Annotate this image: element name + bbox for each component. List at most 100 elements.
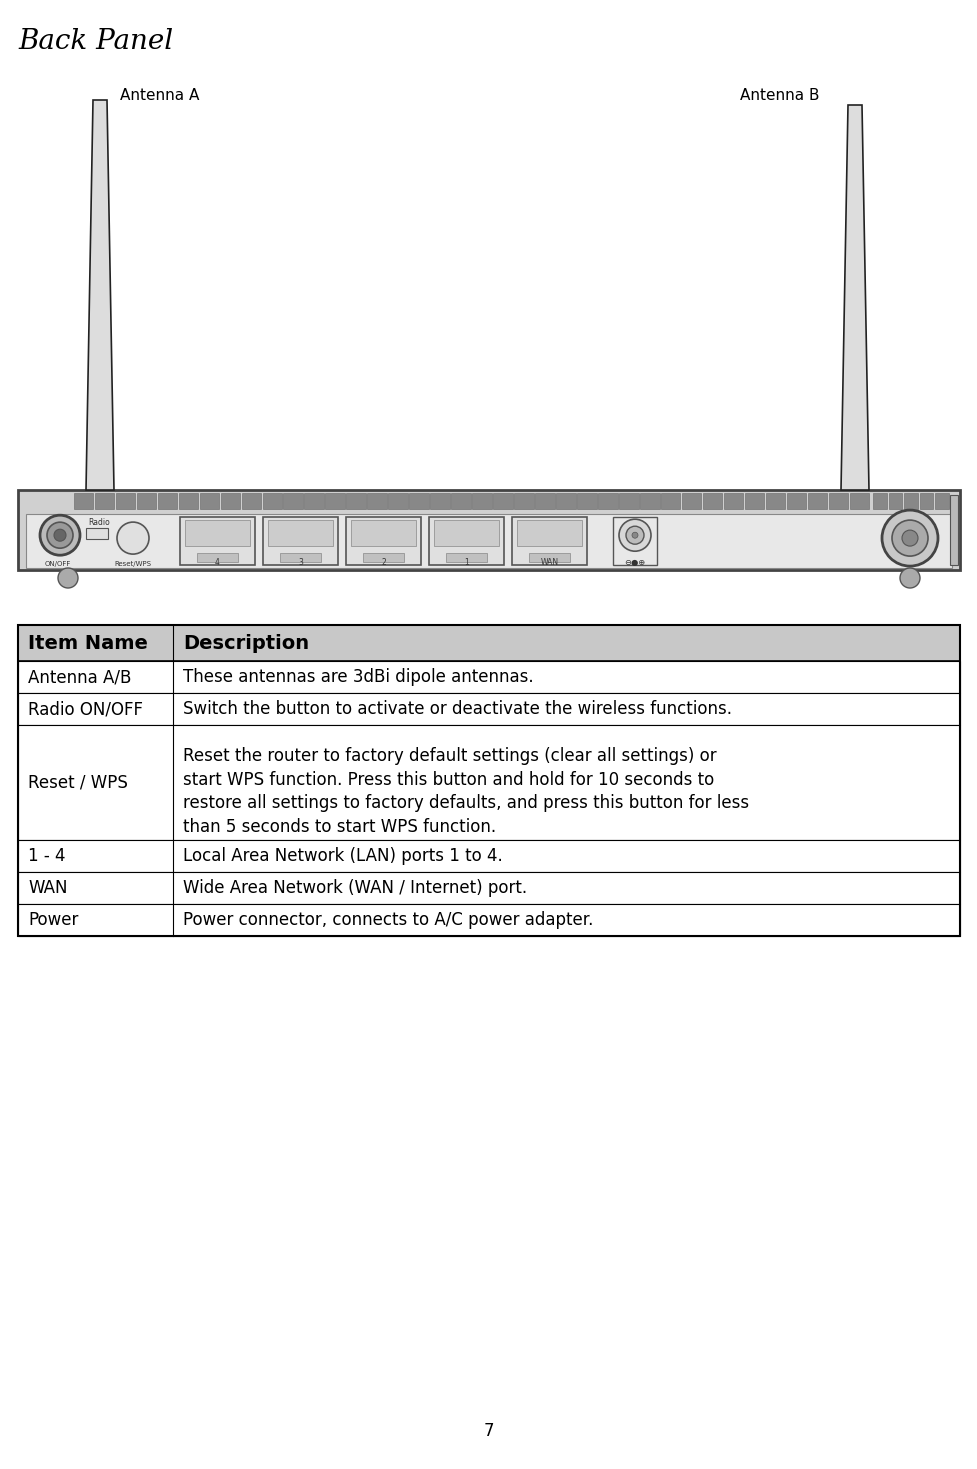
Text: 2: 2 (381, 558, 386, 567)
Bar (388, 494, 407, 508)
Bar (351, 520, 415, 546)
Bar (241, 494, 261, 508)
Bar (949, 495, 957, 566)
Circle shape (40, 516, 80, 555)
Bar (180, 517, 255, 566)
Bar (346, 517, 420, 566)
Bar (199, 494, 219, 508)
Bar (73, 494, 93, 508)
Text: Power: Power (28, 911, 78, 928)
Bar (446, 552, 487, 563)
Text: Radio: Radio (88, 519, 109, 527)
Text: WAN: WAN (540, 558, 558, 567)
Bar (534, 494, 554, 508)
Bar (849, 494, 869, 508)
Bar (137, 494, 156, 508)
Text: 4: 4 (215, 558, 220, 567)
Text: Reset/WPS: Reset/WPS (114, 561, 151, 567)
Bar (430, 494, 449, 508)
Bar (514, 494, 533, 508)
Bar (512, 517, 586, 566)
Text: ⊖●⊕: ⊖●⊕ (623, 558, 645, 567)
Bar (472, 494, 491, 508)
Circle shape (891, 520, 927, 557)
Bar (268, 520, 332, 546)
Bar (18, 624, 959, 661)
Circle shape (881, 510, 937, 566)
Bar (304, 494, 323, 508)
Bar (429, 517, 503, 566)
Bar (598, 494, 616, 508)
Bar (18, 903, 959, 936)
Bar (18, 873, 959, 903)
Text: Reset the router to factory default settings (clear all settings) or: Reset the router to factory default sett… (184, 746, 716, 764)
Circle shape (618, 519, 651, 551)
Bar (185, 520, 250, 546)
Bar (434, 520, 498, 546)
Bar (934, 494, 948, 508)
Bar (367, 494, 387, 508)
Circle shape (58, 569, 78, 588)
Text: 7: 7 (484, 1422, 493, 1440)
Bar (26, 514, 951, 569)
Bar (157, 494, 177, 508)
Circle shape (117, 521, 149, 554)
Bar (556, 494, 575, 508)
Bar (262, 494, 281, 508)
Bar (196, 552, 237, 563)
Bar (95, 494, 114, 508)
Bar (18, 693, 959, 726)
Bar (613, 517, 657, 566)
Bar (888, 494, 901, 508)
Text: Wide Area Network (WAN / Internet) port.: Wide Area Network (WAN / Internet) port. (184, 878, 527, 898)
Bar (18, 840, 959, 873)
Text: restore all settings to factory defaults, and press this button for less: restore all settings to factory defaults… (184, 795, 748, 812)
Text: Reset / WPS: Reset / WPS (28, 774, 128, 792)
Bar (517, 520, 581, 546)
Bar (918, 494, 932, 508)
Bar (179, 494, 198, 508)
Bar (346, 494, 365, 508)
Bar (18, 661, 959, 693)
Text: Item Name: Item Name (28, 633, 148, 652)
Circle shape (47, 521, 73, 548)
Bar (221, 494, 239, 508)
Bar (279, 552, 320, 563)
Bar (529, 552, 570, 563)
Bar (18, 624, 959, 936)
Bar (362, 552, 404, 563)
Text: 1 - 4: 1 - 4 (28, 848, 65, 865)
Bar (18, 726, 959, 840)
Bar (807, 494, 827, 508)
Circle shape (631, 532, 637, 538)
Bar (325, 494, 345, 508)
Circle shape (54, 529, 65, 541)
Text: Power connector, connects to A/C power adapter.: Power connector, connects to A/C power a… (184, 911, 593, 928)
Bar (576, 494, 596, 508)
Text: Antenna A/B: Antenna A/B (28, 668, 131, 686)
Bar (786, 494, 805, 508)
Circle shape (625, 526, 643, 544)
Bar (450, 494, 470, 508)
Bar (723, 494, 743, 508)
Bar (18, 491, 959, 570)
Polygon shape (86, 100, 114, 491)
Bar (660, 494, 680, 508)
Bar (765, 494, 785, 508)
Text: Antenna A: Antenna A (120, 88, 199, 103)
Bar (263, 517, 338, 566)
Bar (872, 494, 886, 508)
Polygon shape (840, 104, 869, 491)
Bar (681, 494, 701, 508)
Text: start WPS function. Press this button and hold for 10 seconds to: start WPS function. Press this button an… (184, 771, 714, 789)
Text: WAN: WAN (28, 878, 67, 898)
Bar (639, 494, 658, 508)
Text: than 5 seconds to start WPS function.: than 5 seconds to start WPS function. (184, 818, 496, 836)
Text: Back Panel: Back Panel (18, 28, 173, 54)
Bar (86, 527, 107, 539)
Bar (115, 494, 135, 508)
Bar (409, 494, 428, 508)
Circle shape (901, 530, 917, 546)
Bar (744, 494, 764, 508)
Text: 3: 3 (298, 558, 303, 567)
